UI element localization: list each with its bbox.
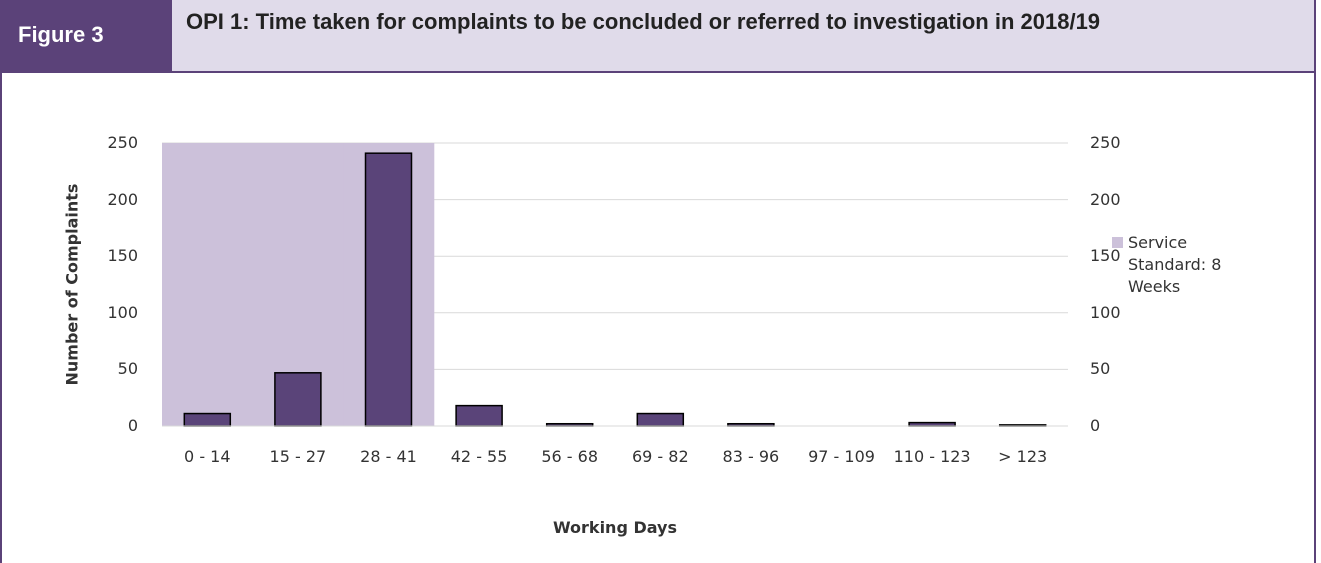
x-tick-label: 0 - 14 bbox=[184, 447, 231, 466]
y2-tick-label: 0 bbox=[1090, 416, 1101, 435]
frame-top bbox=[0, 71, 1316, 73]
x-tick-label: 56 - 68 bbox=[541, 447, 599, 466]
frame-left bbox=[0, 72, 2, 563]
x-tick-label: 110 - 123 bbox=[893, 447, 971, 466]
x-tick-label: > 123 bbox=[998, 447, 1048, 466]
legend-label: Service Standard: 8 Weeks bbox=[1128, 233, 1222, 296]
y2-tick-label: 150 bbox=[1090, 246, 1121, 266]
y2-tick-label: 100 bbox=[1090, 302, 1121, 322]
service-standard-band bbox=[162, 143, 254, 426]
figure-label: Figure 3 bbox=[0, 0, 172, 72]
bar bbox=[636, 412, 685, 427]
x-tick-label: 28 - 41 bbox=[360, 447, 417, 466]
figure-title: OPI 1: Time taken for complaints to be c… bbox=[172, 0, 1316, 72]
y2-tick-label: 200 bbox=[1090, 189, 1121, 209]
y-axis-title: Number of Complaints bbox=[62, 183, 82, 385]
y-tick-label: 100 bbox=[107, 302, 138, 322]
y-tick-label: 200 bbox=[107, 189, 138, 209]
y-tick-label: 0 bbox=[127, 416, 138, 435]
bar bbox=[364, 152, 413, 427]
bar bbox=[908, 421, 956, 427]
y2-tick-label: 250 bbox=[1090, 133, 1121, 152]
x-tick-label: 97 - 109 bbox=[808, 447, 875, 466]
x-tick-label: 83 - 96 bbox=[722, 447, 780, 466]
y-tick-label: 50 bbox=[117, 359, 138, 379]
x-axis-title: Working Days bbox=[552, 518, 678, 537]
x-tick-label: 69 - 82 bbox=[631, 447, 689, 466]
legend-swatch bbox=[1112, 237, 1123, 248]
y-tick-label: 150 bbox=[107, 246, 138, 266]
x-tick-label: 15 - 27 bbox=[269, 447, 327, 466]
y2-tick-label: 50 bbox=[1090, 359, 1111, 379]
x-tick-label: 42 - 55 bbox=[450, 447, 508, 466]
y-tick-label: 250 bbox=[107, 133, 138, 152]
frame-right bbox=[1314, 0, 1316, 563]
bar bbox=[274, 372, 322, 427]
bar bbox=[455, 404, 503, 427]
bar bbox=[183, 412, 232, 427]
